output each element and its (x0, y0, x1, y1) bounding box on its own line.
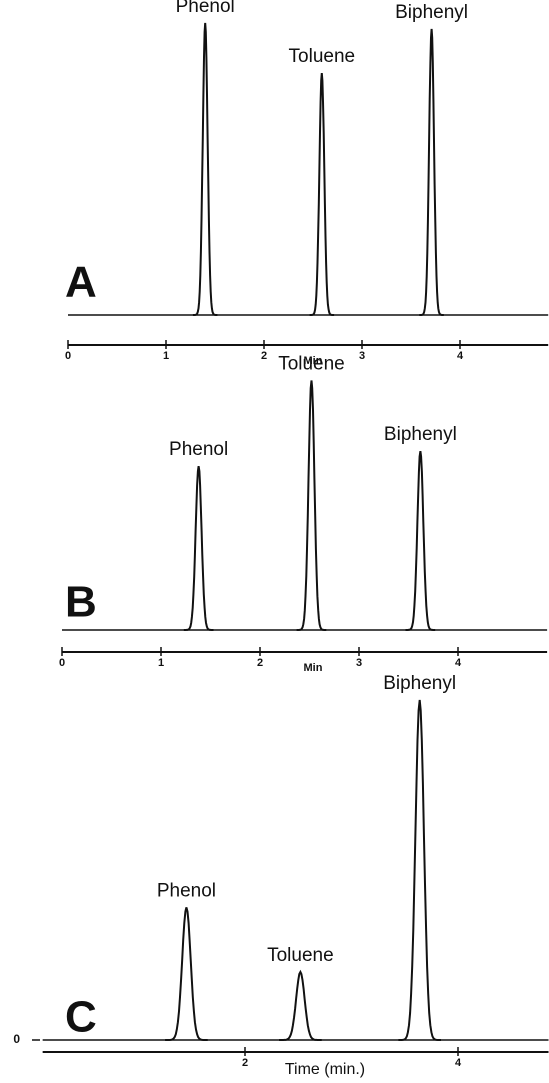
x-tick-label: 0 (59, 657, 65, 669)
panel-label: A (65, 258, 97, 307)
x-tick-label: 4 (457, 350, 464, 362)
peak-label: Toluene (278, 354, 345, 375)
peak (419, 28, 444, 316)
peak (183, 466, 214, 631)
peak (279, 969, 322, 1041)
peak-label: Biphenyl (383, 673, 456, 694)
peak-label: Phenol (176, 0, 235, 17)
peak (296, 380, 327, 631)
x-tick-label: 1 (163, 350, 169, 362)
peak-label: Biphenyl (395, 2, 468, 23)
x-axis-label: Time (min.) (285, 1061, 365, 1078)
x-tick-label: 3 (356, 657, 362, 669)
peak-label: Phenol (169, 439, 228, 460)
peak-label: Toluene (267, 945, 334, 966)
x-tick-label: 0 (65, 350, 71, 362)
panel-label: B (65, 578, 97, 627)
x-tick-label: 4 (455, 1057, 462, 1069)
x-tick-label: 2 (257, 657, 263, 669)
peak-label: Toluene (289, 46, 356, 67)
x-tick-label: 1 (158, 657, 164, 669)
peak (398, 699, 441, 1041)
x-axis-label: Min (304, 355, 323, 367)
peak-label: Biphenyl (384, 424, 457, 445)
x-tick-label: 2 (242, 1057, 248, 1069)
peak (192, 22, 218, 316)
peak (309, 73, 335, 316)
x-tick-label: 3 (359, 350, 365, 362)
x-tick-label: 2 (261, 350, 267, 362)
peak (165, 907, 208, 1041)
x-axis-label: Min (304, 662, 323, 674)
y-tick-label: 0 (13, 1032, 20, 1046)
peak (405, 450, 436, 631)
x-tick-label: 4 (455, 657, 462, 669)
panel-label: C (65, 993, 97, 1042)
peak-label: Phenol (157, 880, 216, 901)
